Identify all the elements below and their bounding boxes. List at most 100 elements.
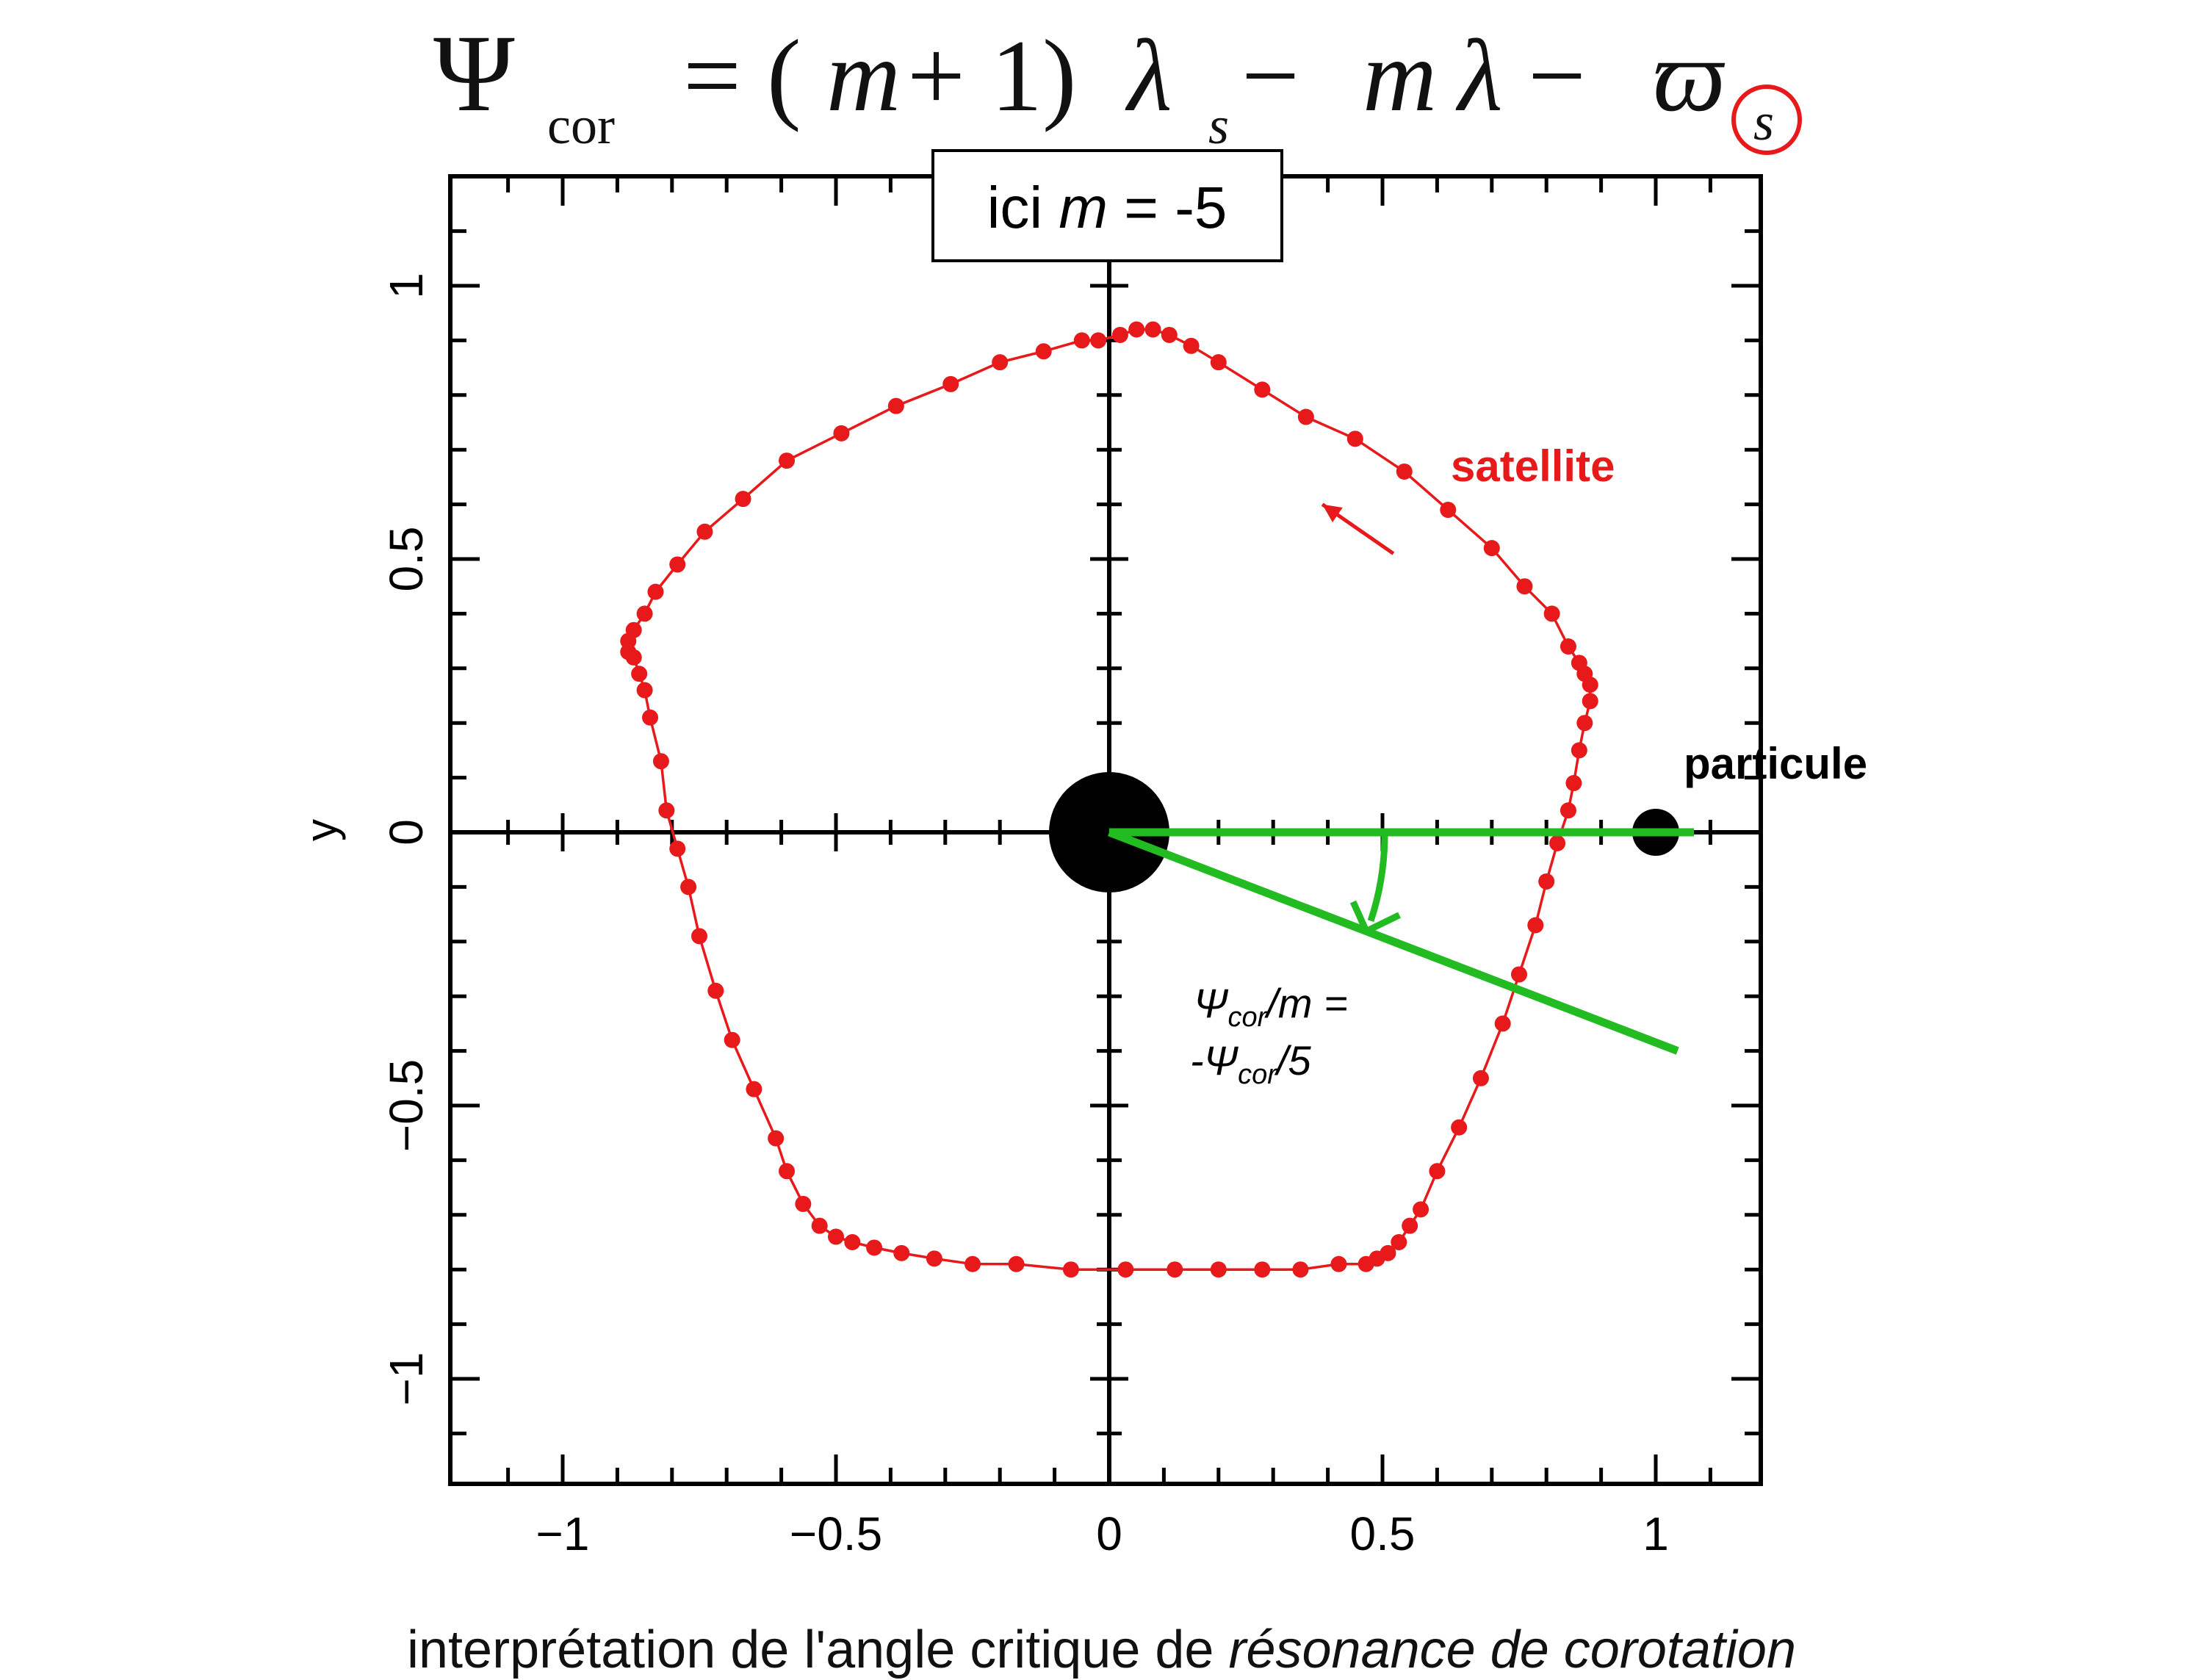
angle-label-line1: Ψcor/m = bbox=[1194, 980, 1348, 1033]
orbit-point bbox=[680, 879, 697, 895]
orbit-point bbox=[636, 682, 653, 699]
formula-m1: m bbox=[826, 19, 901, 133]
orbit-point bbox=[1538, 873, 1555, 890]
formula-minus2: − bbox=[1528, 19, 1586, 133]
orbit-point bbox=[1167, 1261, 1183, 1278]
x-tick-label: 0 bbox=[1096, 1507, 1122, 1560]
annotation-text: ici m = -5 bbox=[987, 175, 1227, 240]
orbit-point bbox=[669, 556, 686, 573]
orbit-point bbox=[1111, 326, 1128, 343]
orbit-point bbox=[1254, 381, 1271, 398]
orbit-point bbox=[1090, 332, 1107, 349]
orbit-point bbox=[1330, 1255, 1347, 1272]
angle-label-line2: -Ψcor/5 bbox=[1190, 1037, 1312, 1090]
formula-minus1: − bbox=[1241, 19, 1299, 133]
orbit-point bbox=[735, 491, 751, 508]
orbit-point bbox=[887, 397, 904, 414]
orbit-point bbox=[1413, 1201, 1429, 1218]
orbit-point bbox=[1483, 540, 1500, 557]
formula-lambda1: λ bbox=[1125, 19, 1172, 133]
formula-sub-cor: cor bbox=[547, 96, 615, 155]
orbit-point bbox=[1035, 343, 1052, 360]
orbit-point bbox=[779, 453, 796, 469]
x-tick-label: −1 bbox=[536, 1507, 590, 1560]
orbit-point bbox=[1516, 578, 1533, 595]
angle-label: Ψcor/m = -Ψcor/5 bbox=[1190, 980, 1348, 1090]
orbit-point bbox=[691, 928, 707, 945]
direction-arrow-head bbox=[1322, 504, 1343, 522]
formula-psi: Ψ bbox=[433, 12, 515, 134]
x-tick-label: 0.5 bbox=[1350, 1507, 1416, 1560]
orbit-point bbox=[642, 709, 659, 726]
caption: interprétation de l'angle critique de ré… bbox=[0, 1620, 2203, 1680]
orbit-point bbox=[1582, 693, 1598, 710]
orbit-point bbox=[1358, 1255, 1374, 1272]
orbit-point bbox=[724, 1031, 740, 1048]
orbit-point bbox=[707, 982, 724, 999]
orbit-point bbox=[1527, 917, 1544, 934]
satellite-orbit bbox=[620, 321, 1598, 1278]
orbit-point bbox=[1560, 638, 1576, 655]
orbit-point bbox=[696, 523, 713, 540]
formula-varpi: ϖ bbox=[1653, 19, 1726, 133]
orbit-point bbox=[828, 1228, 844, 1245]
orbit-point bbox=[942, 375, 959, 392]
formula-equals-open: = ( bbox=[683, 19, 801, 133]
orbit-point bbox=[1576, 715, 1593, 732]
orbit-point bbox=[1402, 1217, 1418, 1234]
particle-label: particule bbox=[1684, 739, 1867, 788]
orbit-point bbox=[746, 1081, 762, 1097]
orbit-point bbox=[1062, 1261, 1079, 1278]
satellite-label: satellite bbox=[1451, 441, 1615, 491]
orbit-point bbox=[1117, 1261, 1134, 1278]
orbit-point bbox=[1292, 1261, 1309, 1278]
y-tick-label: −0.5 bbox=[380, 1059, 433, 1152]
orbit-point bbox=[1183, 337, 1200, 354]
y-tick-label: −1 bbox=[380, 1352, 433, 1406]
angle-arc-arrowhead bbox=[1349, 900, 1401, 935]
orbit-point bbox=[866, 1239, 883, 1256]
orbit-point bbox=[658, 802, 675, 819]
highlight-circle bbox=[1731, 84, 1802, 155]
orbit-point bbox=[1144, 321, 1161, 338]
orbit-point bbox=[1560, 802, 1576, 819]
orbit-chart: −1 −0.5 0 0.5 1 −1 −0.5 0 0.5 1 ici m = -5 y sate… bbox=[297, 149, 1867, 1560]
caption-text: interprétation de l'angle critique de bbox=[407, 1620, 1229, 1679]
orbit-point bbox=[647, 583, 664, 600]
y-tick-label: 0.5 bbox=[380, 527, 433, 592]
orbit-point bbox=[965, 1255, 981, 1272]
orbit-point bbox=[1128, 321, 1145, 338]
orbit-point bbox=[1472, 1070, 1489, 1086]
y-axis-label: y bbox=[297, 819, 346, 841]
orbit-point bbox=[1440, 502, 1457, 519]
y-tick-label: 0 bbox=[380, 819, 433, 846]
orbit-point bbox=[1008, 1255, 1025, 1272]
orbit-point bbox=[1582, 677, 1598, 693]
orbit-point bbox=[1210, 1261, 1227, 1278]
rotated-line bbox=[1108, 828, 1679, 1055]
orbit-point bbox=[992, 354, 1009, 371]
x-tick-label: 1 bbox=[1643, 1507, 1669, 1560]
orbit-point bbox=[652, 753, 669, 770]
formula-sub-s2: s bbox=[1753, 93, 1774, 151]
orbit-point bbox=[1494, 1015, 1511, 1032]
orbit-point bbox=[669, 840, 686, 857]
orbit-point bbox=[631, 666, 648, 682]
orbit-point bbox=[1391, 1234, 1407, 1250]
orbit-point bbox=[833, 425, 850, 441]
orbit-point bbox=[768, 1130, 785, 1147]
formula-m2: m bbox=[1363, 19, 1437, 133]
caption-italic: résonance de corotation bbox=[1228, 1620, 1796, 1679]
tick-labels: −1 −0.5 0 0.5 1 −1 −0.5 0 0.5 1 bbox=[380, 273, 1669, 1560]
orbit-point bbox=[1297, 408, 1314, 425]
formula-lambda2: λ bbox=[1455, 19, 1503, 133]
critical-angle bbox=[1108, 828, 1695, 1055]
orbit-point bbox=[625, 621, 642, 638]
orbit-point bbox=[893, 1244, 910, 1261]
orbit-point bbox=[1451, 1119, 1468, 1136]
orbit-point bbox=[1565, 775, 1582, 792]
orbit-point bbox=[1073, 332, 1090, 349]
orbit-point bbox=[844, 1234, 861, 1250]
formula-sub-s1: s bbox=[1208, 96, 1229, 155]
orbit-point bbox=[795, 1195, 812, 1212]
